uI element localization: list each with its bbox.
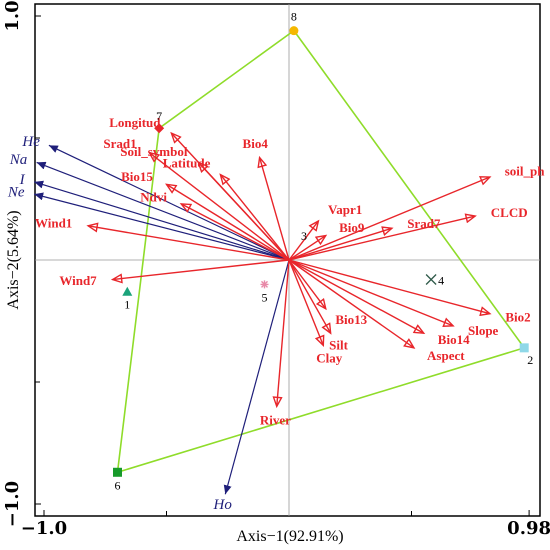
genetic-label-ho: Ho — [213, 497, 233, 513]
env-vector-soil_ph — [288, 177, 490, 261]
env-vector-wind1 — [88, 226, 290, 261]
env-label-bio13: Bio13 — [335, 312, 367, 327]
genetic-label-na: Na — [9, 152, 28, 168]
env-vector-river — [277, 259, 290, 406]
env-label-bio14: Bio14 — [438, 332, 470, 347]
genetic-vector-ne — [34, 192, 290, 261]
env-vector-bio13 — [288, 259, 326, 309]
site-point-4 — [425, 274, 437, 285]
env-vector-silt — [288, 259, 331, 333]
env-vector-bio4 — [260, 158, 290, 261]
env-label-bio9: Bio9 — [339, 220, 365, 235]
site-label-2: 2 — [527, 353, 533, 367]
env-label-silt: Silt — [329, 337, 348, 352]
site-label-6: 6 — [115, 478, 121, 492]
site-point-8 — [289, 26, 299, 36]
env-label-clcd: CLCD — [491, 205, 528, 220]
env-vector-latitude — [220, 175, 290, 261]
site-label-3: 3 — [301, 229, 307, 243]
env-label-vapr1: Vapr1 — [328, 202, 362, 217]
genetic-label-ne: Ne — [7, 185, 25, 201]
site-label-5: 5 — [262, 290, 268, 304]
y-tick-label: 1.0 — [2, 0, 23, 31]
env-vector-clay — [288, 259, 323, 345]
y-axis-title: Axis−2(5.64%) — [5, 210, 22, 309]
env-label-soil_symbol: Soil_symbol — [120, 144, 188, 159]
genetic-vector-he — [48, 144, 290, 261]
env-vector-srad1 — [149, 153, 290, 261]
env-label-wind7: Wind7 — [59, 273, 97, 288]
env-label-ndvi: Ndvi — [140, 189, 167, 204]
env-label-latitude: Latitude — [163, 156, 211, 171]
env-vector-bio9 — [288, 236, 326, 261]
genetic-label-he: He — [21, 134, 40, 150]
y-tick-label: −1.0 — [2, 481, 23, 527]
env-label-aspect: Aspect — [427, 348, 465, 363]
site-label-8: 8 — [291, 10, 297, 24]
axis-ticks: −1.0 0.98 1.0 −1.0 — [2, 0, 550, 539]
site-label-4: 4 — [438, 274, 444, 288]
env-vector-aspect — [288, 259, 414, 348]
genetic-vector-ho — [223, 259, 290, 495]
x-axis-title: Axis−1(92.91%) — [236, 528, 343, 545]
env-label-wind1: Wind1 — [35, 215, 72, 230]
env-vector-soil_symbol — [198, 162, 290, 261]
site-points: 1 2 3 4 5 6 7 8 — [113, 10, 533, 492]
x-tick-label: −1.0 — [21, 518, 67, 539]
env-vector-srad7 — [288, 228, 392, 261]
site-point-5 — [260, 280, 269, 289]
env-label-clay: Clay — [316, 350, 343, 365]
genetic-label-i: I — [19, 172, 26, 188]
site-label-7: 7 — [156, 109, 162, 123]
env-vector-bio15 — [167, 184, 290, 261]
genetic-vector-i — [34, 180, 290, 261]
env-vector-bio2 — [288, 259, 490, 314]
env-vector-bio14 — [288, 259, 424, 333]
env-label-srad7: Srad7 — [407, 216, 441, 231]
site-hull — [116, 29, 526, 474]
site-label-1: 1 — [124, 298, 130, 312]
env-label-bio15: Bio15 — [121, 169, 153, 184]
env-label-longitud: Longitud — [109, 115, 161, 130]
site-point-7 — [154, 123, 165, 134]
genetic-vector-na — [36, 161, 290, 261]
site-point-1 — [122, 286, 133, 296]
env-label-srad1: Srad1 — [103, 136, 136, 151]
env-label-slope: Slope — [468, 323, 499, 338]
env-vector-vapr1 — [288, 221, 318, 261]
site-hull-polygon — [116, 29, 526, 474]
env-label-bio4: Bio4 — [243, 136, 269, 151]
env-vector-wind7 — [113, 259, 290, 280]
env-label-river: River — [260, 412, 291, 427]
site-point-2 — [519, 343, 529, 353]
env-vector-slope — [288, 259, 453, 326]
site-point-6 — [113, 467, 122, 477]
env-label-soil_ph: soil_ph — [505, 164, 546, 179]
env-vector-ndvi — [181, 204, 290, 261]
x-tick-label: 0.98 — [507, 518, 550, 539]
env-vector-clcd — [288, 216, 475, 261]
env-label-bio2: Bio2 — [505, 309, 530, 324]
